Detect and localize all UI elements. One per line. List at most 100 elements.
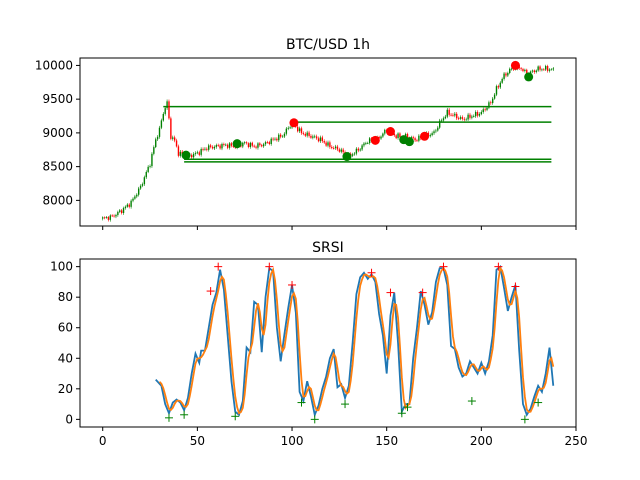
candle-body: [537, 66, 539, 71]
srsi-lines: [155, 264, 555, 418]
candle-body: [380, 136, 382, 139]
candle-body: [283, 133, 286, 137]
candle-body: [367, 143, 369, 144]
candle-body: [467, 114, 469, 120]
candle-body: [336, 146, 339, 150]
candle-body: [465, 119, 467, 121]
candle-body: [298, 128, 301, 132]
candle-body: [158, 127, 161, 137]
buy-signal-dot: [404, 137, 414, 147]
candle-body: [461, 117, 464, 119]
candle-body: [137, 188, 140, 195]
y-tick-label: 8000: [42, 193, 73, 207]
candle-body: [397, 133, 399, 139]
srsi-chart-title: SRSI: [312, 240, 344, 256]
candle-body: [232, 145, 235, 147]
candle-body: [484, 109, 486, 111]
candle-body: [302, 133, 305, 135]
candle-body: [162, 113, 164, 121]
candle-body: [289, 127, 291, 129]
candle-body: [128, 204, 130, 207]
candle-body: [249, 142, 252, 147]
candle-body: [539, 66, 541, 70]
candle-body: [406, 133, 409, 139]
srsi-d-line: [158, 265, 555, 415]
candle-body: [245, 142, 248, 144]
candle-body: [200, 149, 202, 155]
sell-marker: [386, 288, 395, 297]
candle-body: [361, 145, 363, 150]
candle-body: [164, 108, 166, 114]
candle-body: [334, 146, 337, 149]
candle-body: [332, 148, 335, 149]
candle-body: [262, 144, 265, 147]
candle-body: [266, 142, 269, 143]
candle-body: [221, 144, 223, 149]
y-tick-label: 0: [65, 412, 73, 426]
candle-body: [314, 136, 316, 138]
candle-body: [194, 153, 197, 154]
x-tick-label: 200: [470, 434, 493, 448]
candle-body: [520, 68, 522, 70]
candle-body: [363, 143, 365, 146]
candle-body: [463, 118, 466, 120]
buy-marker: [467, 397, 476, 406]
candle-body: [440, 120, 443, 122]
candle-body: [179, 151, 182, 156]
candle-body: [155, 139, 157, 148]
candle-body: [308, 132, 310, 136]
candle-body: [120, 210, 123, 214]
sell-signal-dot: [510, 60, 520, 70]
candle-body: [404, 133, 407, 137]
price-signals: [181, 60, 534, 162]
candle-body: [223, 144, 225, 145]
candle-body: [147, 166, 149, 172]
x-tick-label: 50: [190, 434, 205, 448]
candle-body: [382, 133, 384, 137]
candle-body: [119, 210, 121, 212]
candle-body: [304, 134, 306, 136]
candle-body: [412, 137, 414, 139]
candle-body: [535, 70, 537, 73]
candle-body: [480, 111, 483, 115]
candle-body: [522, 69, 524, 71]
candle-body: [149, 166, 151, 167]
x-tick-label: 100: [281, 434, 304, 448]
price-plot-frame: [79, 57, 577, 227]
y-tick-label: 9500: [42, 92, 73, 106]
y-tick-label: 10000: [35, 58, 73, 72]
candle-body: [170, 118, 172, 139]
candle-body: [251, 142, 253, 146]
candle-body: [244, 142, 246, 144]
x-tick-label: 0: [99, 434, 107, 448]
candle-body: [190, 155, 193, 158]
sell-signal-dot: [289, 118, 299, 128]
srsi-plot-frame: [79, 258, 577, 428]
candle-body: [151, 153, 153, 167]
candle-body: [327, 142, 329, 146]
candle-body: [192, 153, 195, 158]
candle-body: [355, 148, 358, 154]
candle-body: [172, 137, 174, 139]
candle-body: [365, 143, 367, 144]
sell-marker: [265, 262, 274, 271]
candle-body: [351, 154, 354, 156]
candle-body: [268, 142, 271, 145]
candle-body: [281, 136, 284, 138]
candle-body: [431, 133, 433, 136]
candle-body: [482, 109, 484, 112]
candle-body: [285, 128, 288, 134]
buy-signal-dot: [232, 139, 242, 149]
candle-body: [253, 145, 255, 147]
candle-body: [211, 146, 214, 149]
candle-body: [414, 138, 416, 141]
srsi-k-line: [155, 264, 555, 418]
candle-body: [329, 142, 331, 147]
candle-body: [198, 152, 200, 155]
buy-marker: [164, 413, 173, 422]
candle-body: [259, 143, 261, 146]
srsi-x-axis: 0 50 100 150 200 250: [99, 427, 587, 448]
candle-body: [450, 114, 452, 116]
candle-body: [202, 149, 204, 150]
